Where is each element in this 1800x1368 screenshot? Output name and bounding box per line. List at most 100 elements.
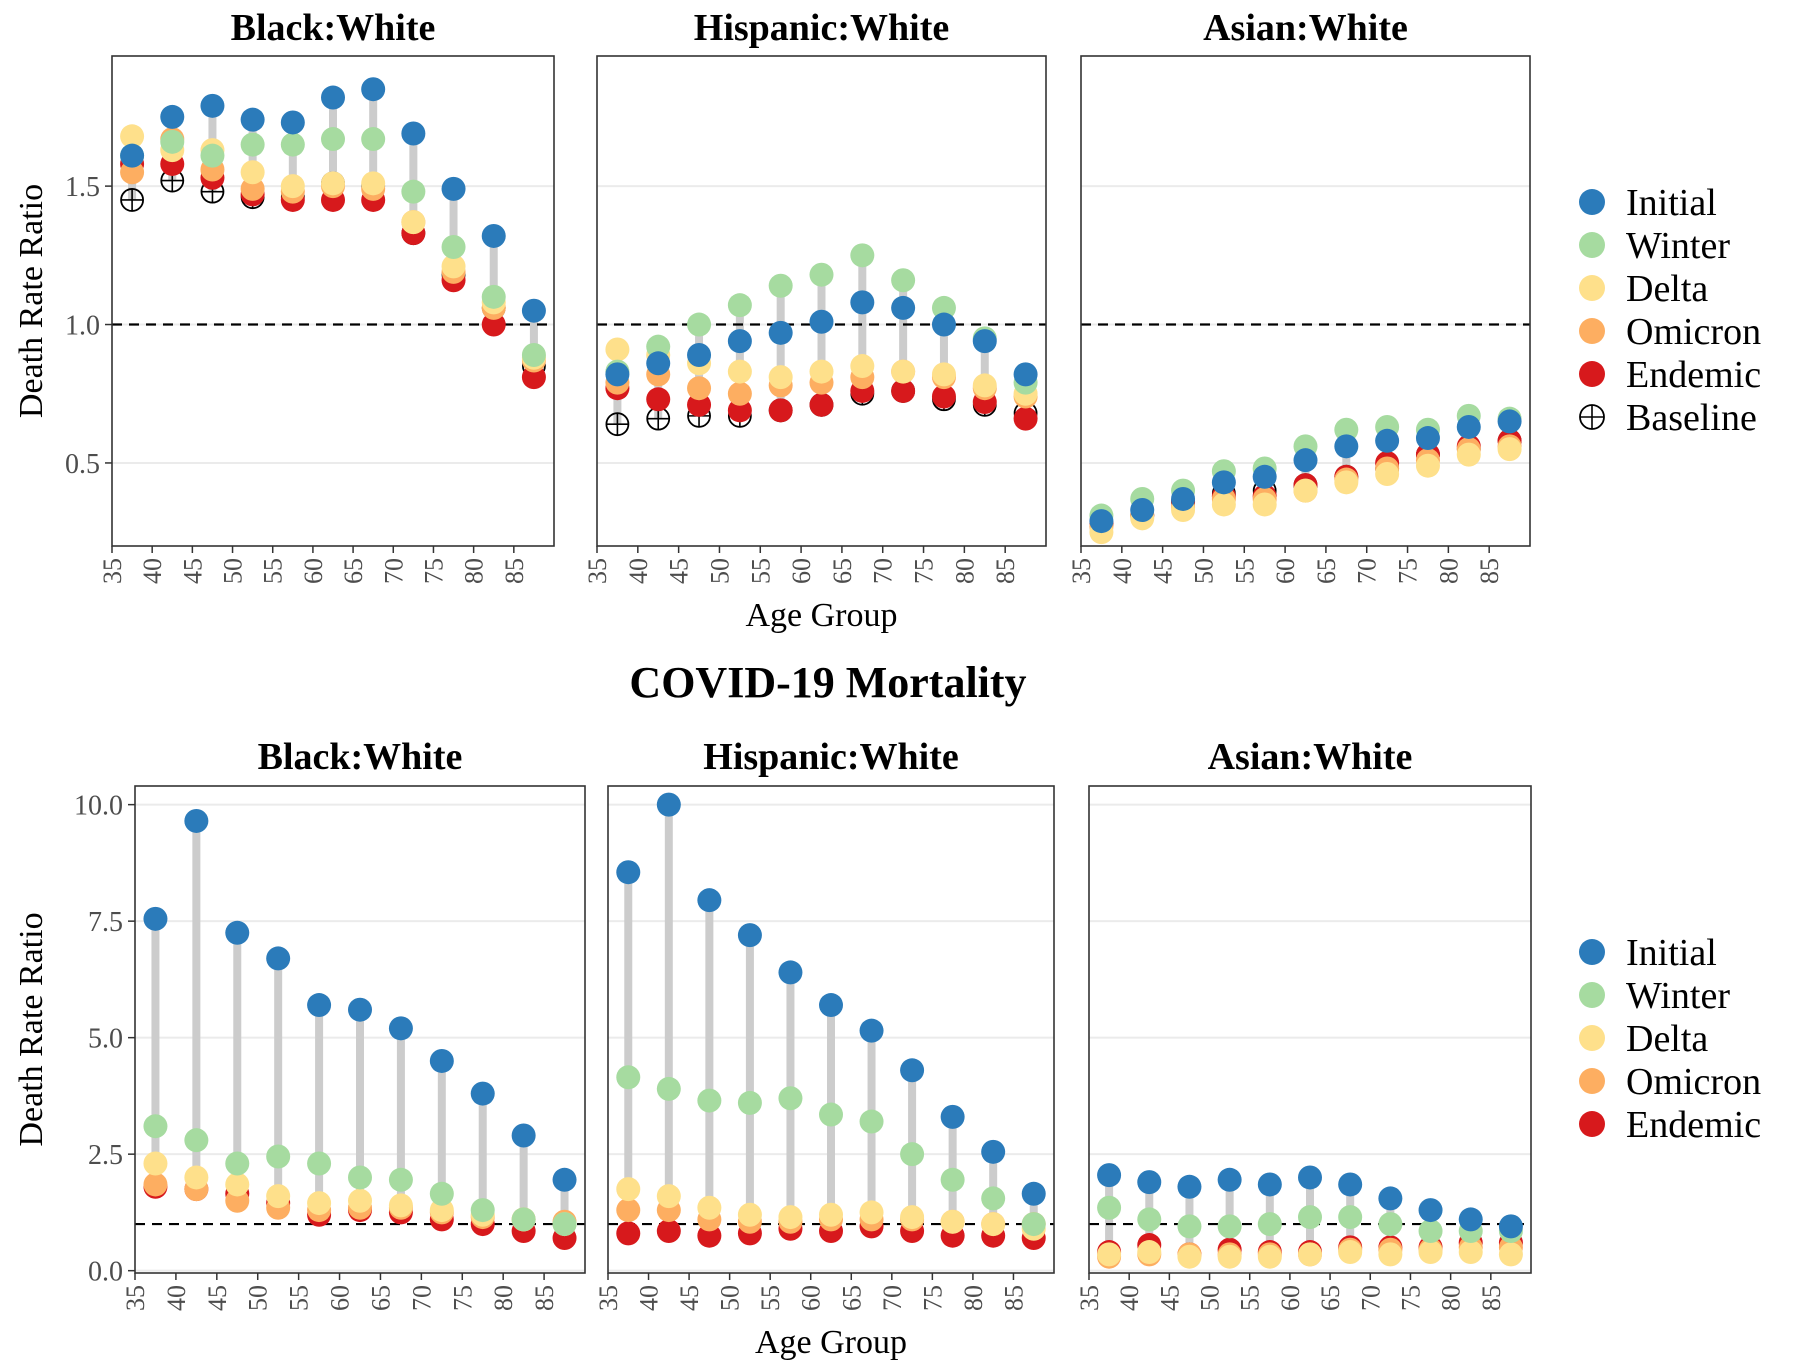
- panel-title: Black:White: [231, 7, 436, 49]
- x-tick-label: 65: [1312, 558, 1341, 584]
- legend-top: Initial Winter Delta Omicron Endemic Bas…: [1579, 182, 1761, 439]
- point-initial: [1177, 1174, 1202, 1199]
- legend-label: Baseline: [1626, 397, 1757, 439]
- panel-title: Black:White: [258, 736, 463, 778]
- point-winter: [656, 1076, 681, 1101]
- x-tick-label: 85: [500, 558, 529, 584]
- panel-title: Hispanic:White: [703, 736, 958, 778]
- point-delta: [778, 1205, 803, 1230]
- y-axis-label: Death Rate Ratio: [13, 184, 50, 418]
- point-endemic: [1013, 406, 1038, 431]
- point-delta: [361, 171, 386, 196]
- point-winter: [200, 143, 225, 168]
- point-delta: [1418, 1240, 1443, 1265]
- point-delta: [280, 174, 305, 199]
- x-tick-label: 55: [1230, 558, 1259, 584]
- x-tick-label: 35: [594, 1285, 623, 1311]
- point-delta: [441, 254, 466, 279]
- point-winter: [143, 1114, 168, 1139]
- point-initial: [511, 1123, 536, 1148]
- point-initial: [321, 85, 345, 110]
- x-tick-label: 45: [665, 558, 694, 584]
- point-delta: [321, 171, 345, 196]
- point-initial: [1257, 1172, 1282, 1197]
- x-tick-label: 40: [138, 558, 167, 584]
- x-tick-label: 85: [999, 1285, 1028, 1311]
- point-omicron: [616, 1198, 641, 1223]
- point-delta: [616, 1177, 641, 1202]
- point-delta: [184, 1165, 209, 1190]
- x-tick-label: 80: [1437, 1285, 1466, 1311]
- point-initial: [280, 110, 305, 135]
- x-tick-label: 60: [787, 558, 816, 584]
- point-initial: [1252, 464, 1277, 489]
- legend-key-delta: [1579, 275, 1605, 301]
- legend-key-endemic: [1579, 361, 1605, 387]
- point-initial: [307, 993, 332, 1018]
- point-winter: [348, 1165, 372, 1190]
- legend-label: Endemic: [1626, 1104, 1761, 1146]
- panel-bottom-black-white: Black:White Death Rate Ratio 0.0 2.5 5.0 7.…: [13, 736, 586, 1311]
- x-tick-label: 50: [1189, 558, 1218, 584]
- x-tick-label: 85: [1477, 1285, 1506, 1311]
- x-tick-label: 80: [959, 1285, 988, 1311]
- point-winter: [307, 1151, 332, 1176]
- point-delta: [809, 359, 834, 384]
- point-initial: [1298, 1165, 1322, 1190]
- point-delta: [225, 1172, 250, 1197]
- point-winter: [1097, 1195, 1122, 1220]
- x-tick-label: 35: [1075, 1285, 1104, 1311]
- point-initial: [1375, 428, 1400, 453]
- point-delta: [307, 1191, 332, 1216]
- x-tick-label: 45: [675, 1285, 704, 1311]
- legend-label: Delta: [1626, 268, 1708, 310]
- point-initial: [809, 309, 834, 334]
- x-tick-label: 70: [878, 1285, 907, 1311]
- legend-key-endemic: [1579, 1111, 1605, 1137]
- point-initial: [1211, 470, 1236, 495]
- point-delta: [1415, 453, 1440, 478]
- point-delta: [1458, 1240, 1483, 1265]
- point-winter: [184, 1128, 209, 1153]
- legend-label: Winter: [1626, 975, 1730, 1017]
- x-tick-label: 45: [1155, 1285, 1184, 1311]
- point-endemic: [727, 398, 752, 423]
- legend-key-winter: [1579, 232, 1605, 258]
- point-delta: [240, 160, 265, 185]
- point-initial: [1456, 414, 1481, 439]
- point-delta: [891, 359, 916, 384]
- x-tick-label: 35: [1067, 558, 1096, 584]
- x-tick-label: 40: [624, 558, 653, 584]
- point-winter: [266, 1144, 291, 1169]
- x-tick-label: 65: [1316, 1285, 1345, 1311]
- point-initial: [981, 1139, 1006, 1164]
- point-initial: [441, 176, 466, 201]
- y-tick-label: 1.5: [65, 172, 100, 203]
- x-tick-label: 45: [1149, 558, 1178, 584]
- point-winter: [240, 132, 265, 157]
- x-axis-label: Age Group: [755, 1324, 907, 1361]
- point-initial: [160, 104, 185, 129]
- x-tick-label: 50: [219, 558, 248, 584]
- point-endemic: [768, 398, 793, 423]
- x-tick-label: 60: [1271, 558, 1300, 584]
- point-initial: [521, 298, 546, 323]
- point-initial: [225, 920, 250, 945]
- point-initial: [900, 1058, 925, 1083]
- point-initial: [1021, 1181, 1046, 1206]
- point-winter: [552, 1212, 577, 1237]
- y-tick-label: 1.0: [65, 311, 100, 342]
- point-winter: [859, 1109, 884, 1134]
- point-winter: [727, 293, 752, 318]
- point-initial: [737, 923, 762, 948]
- point-winter: [280, 132, 305, 157]
- panel-border: [607, 785, 1055, 1274]
- point-initial: [616, 860, 641, 885]
- point-winter: [1338, 1205, 1363, 1230]
- point-delta: [1378, 1242, 1403, 1267]
- legend-label: Delta: [1626, 1018, 1708, 1060]
- x-tick-label: 70: [1356, 1285, 1385, 1311]
- point-delta: [1211, 492, 1236, 517]
- point-delta: [1252, 492, 1277, 517]
- point-delta: [981, 1212, 1006, 1237]
